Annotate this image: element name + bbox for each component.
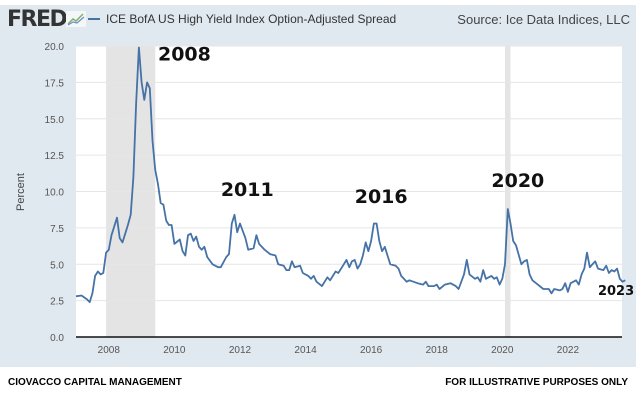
fred-logo[interactable]: FRED [7,7,68,32]
y-tick-label: 12.5 [45,151,65,162]
x-tick-label: 2016 [360,345,383,356]
legend-swatch [88,18,100,20]
x-tick-label: 2014 [294,345,317,356]
y-tick-label: 20.0 [45,42,65,53]
x-tick-label: 2010 [163,345,186,356]
y-tick-label: 15.0 [45,115,65,126]
footer-left: CIOVACCO CAPITAL MANAGEMENT [8,377,182,388]
legend-label: ICE BofA US High Yield Index Option-Adju… [106,12,397,26]
y-tick-label: 0.0 [50,333,64,344]
footer-right: FOR ILLUSTRATIVE PURPOSES ONLY [445,377,628,388]
annotation-label: 2008 [158,44,211,66]
y-axis-label: Percent [15,173,27,211]
x-tick-label: 2018 [426,345,449,356]
chart-logo-icon [66,11,86,27]
y-tick-label: 7.5 [50,224,64,235]
x-tick-label: 2020 [491,345,514,356]
x-tick-label: 2012 [229,345,252,356]
annotation-label: 2016 [355,186,408,208]
line-chart: 0.0 2.5 5.0 7.5 10.0 12.5 15.0 17.5 20.0 2008 201… [15,42,634,356]
x-tick-label: 2008 [98,345,121,356]
y-tick-label: 10.0 [45,188,65,199]
annotation-label: 2020 [491,170,544,192]
legend: ICE BofA US High Yield Index Option-Adju… [88,12,396,26]
y-tick-label: 17.5 [45,78,65,89]
annotation-label: 2023 [598,284,634,299]
y-tick-label: 2.5 [50,297,64,308]
x-tick-label: 2022 [557,345,580,356]
y-tick-label: 5.0 [50,260,64,271]
source-label: Source: Ice Data Indices, LLC [457,12,630,27]
annotation-label: 2011 [221,179,274,201]
